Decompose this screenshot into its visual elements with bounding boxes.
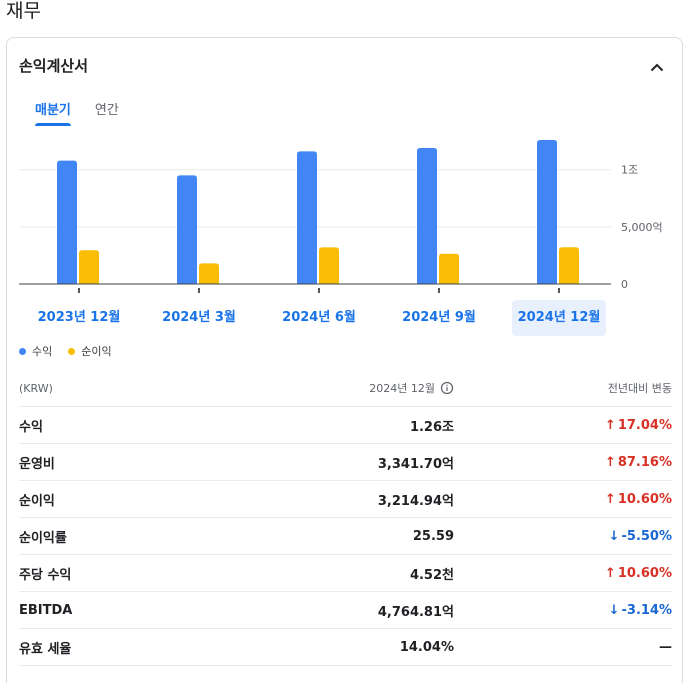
metric-value: 1.26조: [409, 419, 454, 435]
metric-name: 운영비: [19, 456, 55, 472]
arrow-up-icon: ↑: [604, 417, 616, 433]
table-row: 수익 1.26조 ↑ 17.04%: [19, 407, 672, 444]
revenue-bar-1[interactable]: [177, 175, 197, 284]
metric-name: 주당 수익: [19, 567, 72, 583]
arrow-down-icon: ↓: [608, 602, 620, 618]
net-income-bar-1[interactable]: [199, 263, 219, 284]
metric-change: ↑ 10.60%: [454, 566, 672, 581]
tab-quarterly[interactable]: 매분기: [23, 100, 83, 126]
period-button-1[interactable]: 2024년 3월: [162, 310, 236, 325]
metric-value: 4,764.81억: [377, 604, 454, 620]
y-tick-label: 0: [621, 278, 628, 291]
income-bar-chart: 0 5,000억 1조: [19, 140, 663, 293]
metric-change: ↑ 87.16%: [454, 455, 672, 470]
metric-change: ↓ -3.14%: [454, 603, 672, 618]
metric-change-value: 87.16%: [617, 454, 672, 470]
table-row: 순이익 3,214.94억 ↑ 10.60%: [19, 481, 672, 518]
metric-change-value: 17.04%: [617, 417, 672, 433]
net-income-bar-2[interactable]: [319, 247, 339, 284]
page-heading: 재무: [6, 0, 41, 22]
metric-name: 수익: [19, 419, 43, 435]
table-row: EBITDA 4,764.81억 ↓ -3.14%: [19, 592, 672, 629]
metric-name: 유효 세율: [19, 641, 72, 657]
header-period-label: 2024년 12월: [369, 382, 435, 395]
info-icon[interactable]: [440, 381, 454, 395]
metric-value: 3,341.70억: [377, 456, 454, 472]
y-tick-label: 1조: [621, 164, 638, 177]
metric-name: 순이익률: [19, 530, 67, 546]
period-button-4[interactable]: 2024년 12월: [512, 300, 606, 336]
period-button-2[interactable]: 2024년 6월: [282, 310, 356, 325]
metric-value: 3,214.94억: [377, 493, 454, 509]
table-row: 운영비 3,341.70억 ↑ 87.16%: [19, 444, 672, 481]
tab-annual[interactable]: 연간: [94, 103, 119, 118]
financial-table: (KRW) 2024년 12월 전년대비 변동 수익 1.26조 ↑ 17.04% 운영…: [19, 370, 672, 666]
metric-change: ↓ -5.50%: [454, 529, 672, 544]
header-period: 2024년 12월: [269, 380, 454, 396]
net-income-bar-3[interactable]: [439, 253, 459, 284]
metric-name: 순이익: [19, 493, 55, 509]
metric-change-value: 10.60%: [617, 491, 672, 507]
metric-change: ↑ 10.60%: [454, 492, 672, 507]
chevron-up-icon: [650, 63, 664, 71]
header-change: 전년대비 변동: [607, 382, 672, 395]
net-income-bar-0[interactable]: [79, 250, 99, 284]
revenue-bar-2[interactable]: [297, 151, 317, 284]
table-body: 수익 1.26조 ↑ 17.04% 운영비 3,341.70억 ↑ 87.16% 순이익 3,21…: [19, 407, 672, 666]
legend-dot: [19, 347, 26, 355]
metric-value: 25.59: [412, 528, 454, 544]
y-tick-label: 5,000억: [621, 221, 663, 234]
collapse-button[interactable]: [646, 56, 668, 78]
revenue-bar-4[interactable]: [537, 140, 557, 284]
arrow-up-icon: ↑: [604, 454, 616, 470]
period-button-3[interactable]: 2024년 9월: [402, 310, 476, 325]
chart-legend: 수익 순이익: [19, 343, 112, 359]
revenue-bar-0[interactable]: [57, 160, 77, 284]
metric-change-value: -5.50%: [621, 528, 673, 544]
metric-change-value: -3.14%: [621, 602, 673, 618]
metric-change: ↑ 17.04%: [454, 418, 672, 433]
legend-label: 순이익: [81, 345, 112, 358]
metric-change: —: [454, 640, 672, 655]
net-income-bar-4[interactable]: [559, 247, 579, 284]
revenue-bar-3[interactable]: [417, 148, 437, 284]
metric-name: EBITDA: [19, 602, 73, 618]
table-row: 유효 세율 14.04% —: [19, 629, 672, 666]
period-tabs: 매분기 연간: [23, 100, 131, 126]
period-button-0[interactable]: 2023년 12월: [37, 310, 121, 325]
arrow-down-icon: ↓: [608, 528, 620, 544]
arrow-up-icon: ↑: [604, 565, 616, 581]
table-row: 주당 수익 4.52천 ↑ 10.60%: [19, 555, 672, 592]
legend-item-0: 수익: [19, 343, 52, 359]
legend-dot: [68, 347, 76, 355]
metric-value: 14.04%: [399, 639, 454, 655]
metric-value: 4.52천: [409, 567, 454, 583]
table-row: 순이익률 25.59 ↓ -5.50%: [19, 518, 672, 555]
card-title: 손익계산서: [19, 57, 89, 75]
metric-change-value: 10.60%: [617, 565, 672, 581]
legend-label: 수익: [32, 345, 53, 358]
arrow-up-icon: ↑: [604, 491, 616, 507]
metric-change-value: —: [659, 639, 672, 655]
income-statement-card: 손익계산서 매분기 연간 0 5,000억 1조 2023년 12월 2024년 3월 2…: [6, 37, 683, 683]
legend-item-1: 순이익: [68, 343, 112, 359]
table-header: (KRW) 2024년 12월 전년대비 변동: [19, 370, 672, 407]
header-label: (KRW): [19, 381, 53, 395]
